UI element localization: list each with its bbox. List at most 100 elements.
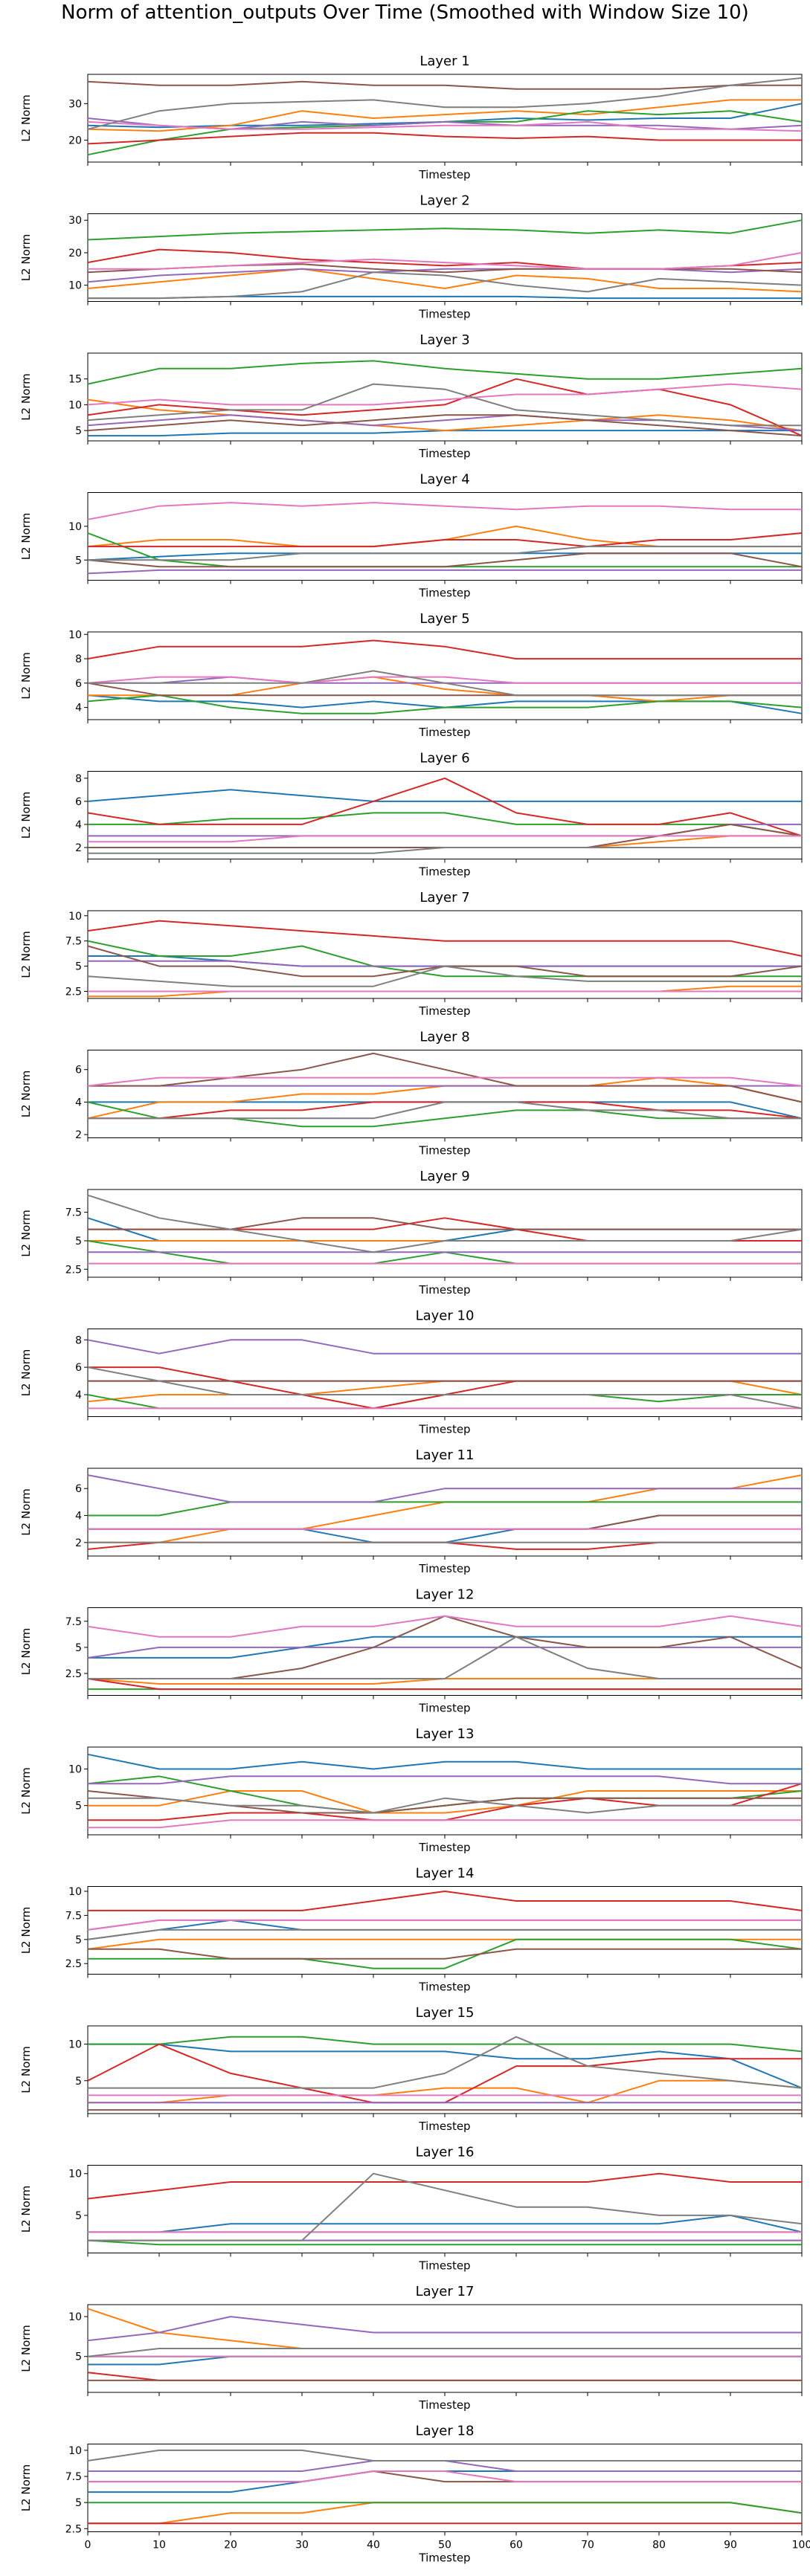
y-tick-label: 2 [75, 842, 82, 854]
layer-title: Layer 18 [416, 2424, 475, 2439]
y-tick-label: 4 [75, 1097, 82, 1108]
series-line [87, 694, 803, 714]
series-line [87, 1615, 803, 1638]
y-axis-label: L2 Norm [19, 792, 33, 839]
y-axis-label: L2 Norm [19, 1349, 33, 1397]
x-axis-label: Timestep [418, 2551, 470, 2565]
series-line [88, 1217, 802, 1230]
series-line [88, 2502, 803, 2525]
x-tick-label: 100 [792, 2540, 810, 2551]
x-axis-label: Timestep [418, 1981, 470, 1994]
y-tick-label: 10 [68, 2169, 82, 2180]
y-axis-label: L2 Norm [19, 373, 33, 421]
axes-frame [87, 631, 803, 720]
y-tick-label: 7.5 [65, 1207, 82, 1219]
series-line [88, 835, 802, 843]
series-line [87, 1928, 802, 1940]
series-line [88, 1790, 802, 1814]
y-tick-label: 6 [75, 796, 82, 808]
y-tick-label: 30 [68, 98, 82, 110]
series-line [87, 1394, 802, 1410]
layer-title: Layer 4 [420, 472, 469, 488]
series-line [88, 812, 803, 837]
series-line [88, 1938, 803, 1969]
series-line [87, 132, 802, 145]
y-tick-label: 10 [68, 399, 82, 411]
layer-title: Layer 17 [416, 2284, 475, 2299]
series-line [88, 2036, 803, 2053]
y-tick-label: 5 [75, 1801, 82, 1812]
x-tick-label: 30 [295, 2540, 309, 2551]
series-line [87, 1775, 803, 1814]
series-line [88, 1891, 803, 1911]
y-tick-label: 10 [68, 2039, 82, 2051]
series-line [87, 2308, 802, 2349]
y-tick-label: 5 [75, 1236, 82, 1247]
y-tick-label: 8 [75, 1334, 82, 1346]
y-tick-label: 7.5 [65, 1616, 82, 1628]
series-line [88, 2470, 802, 2483]
y-axis-label: L2 Norm [19, 2325, 33, 2372]
series-line [88, 2036, 803, 2089]
x-axis-label: Timestep [418, 865, 470, 879]
series-line [88, 1819, 802, 1829]
series-line [88, 960, 802, 967]
y-tick-label: 10 [68, 911, 82, 923]
series-line [88, 1797, 802, 1814]
y-tick-label: 4 [75, 1389, 82, 1401]
y-axis-label: L2 Norm [19, 2464, 33, 2512]
layer-title: Layer 6 [420, 751, 469, 766]
y-axis-label: L2 Norm [19, 1210, 33, 1257]
series-line [88, 532, 803, 548]
series-line [88, 546, 802, 561]
x-tick-label: 50 [438, 2540, 451, 2551]
x-tick-label: 60 [510, 2540, 523, 2551]
y-axis-label: L2 Norm [19, 1071, 33, 1118]
x-axis-label: Timestep [418, 447, 470, 460]
series-line [87, 248, 803, 270]
series-line [87, 1076, 803, 1120]
y-tick-label: 10 [68, 1764, 82, 1776]
series-line [87, 525, 802, 548]
series-line [87, 2316, 802, 2342]
series-line [88, 1948, 802, 1960]
y-tick-label: 2 [75, 1129, 82, 1141]
y-tick-label: 10 [68, 2311, 82, 2323]
x-axis-label: Timestep [418, 587, 470, 600]
y-tick-label: 10 [68, 280, 82, 292]
series-line [87, 1678, 802, 1685]
series-line [87, 1938, 802, 1950]
series-line [87, 268, 803, 283]
y-axis-label: L2 Norm [19, 513, 33, 561]
series-line [87, 1339, 802, 1355]
figure-suptitle: Norm of attention_outputs Over Time (Smo… [61, 1, 749, 24]
axes-frame [87, 771, 803, 859]
layer-title: Layer 1 [420, 54, 469, 69]
x-axis-label: Timestep [418, 2398, 470, 2412]
x-axis-label: Timestep [418, 2120, 470, 2133]
layer-title: Layer 15 [416, 2005, 475, 2021]
y-tick-label: 5 [75, 2076, 82, 2088]
y-tick-label: 10 [68, 2445, 82, 2457]
x-tick-label: 70 [581, 2540, 594, 2551]
series-line [87, 1474, 802, 1503]
series-line [87, 77, 803, 130]
y-tick-label: 6 [75, 678, 82, 690]
series-line [87, 1194, 803, 1253]
series-line [87, 2449, 802, 2462]
y-tick-label: 10 [68, 521, 82, 533]
series-line [87, 569, 802, 575]
x-axis-label: Timestep [418, 1702, 470, 1715]
y-tick-label: 5 [75, 2351, 82, 2363]
layer-title: Layer 9 [420, 1169, 469, 1184]
series-line [87, 502, 802, 520]
y-tick-label: 20 [68, 135, 82, 147]
x-axis-label: Timestep [418, 1841, 470, 1854]
y-tick-label: 5 [75, 425, 82, 437]
y-tick-label: 5 [75, 2210, 82, 2222]
series-line [87, 2372, 802, 2381]
y-tick-label: 7.5 [65, 936, 82, 948]
axes-frame [87, 1329, 803, 1417]
